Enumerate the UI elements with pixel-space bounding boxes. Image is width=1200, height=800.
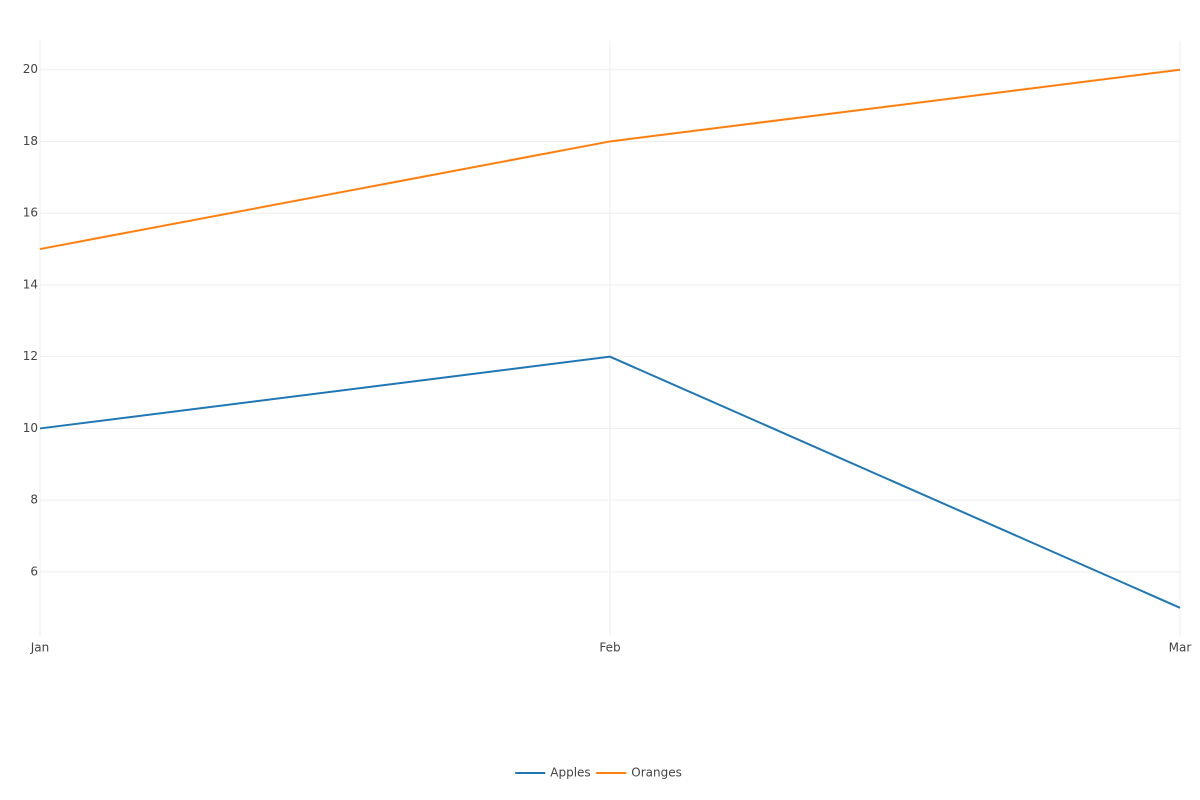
legend-item: Oranges <box>596 766 682 780</box>
y-tick-label: 20 <box>23 62 38 76</box>
legend-label: Oranges <box>631 766 682 780</box>
y-tick-label: 8 <box>30 493 38 507</box>
y-tick-label: 16 <box>23 206 38 220</box>
y-tick-label: 12 <box>23 349 38 363</box>
line <box>39 68 1181 251</box>
y-tick-label: 14 <box>23 277 38 291</box>
x-tick-label: Mar <box>1169 641 1192 655</box>
x-tick-label: Feb <box>599 641 620 655</box>
legend-item: Apples <box>515 766 591 780</box>
line <box>39 355 1181 609</box>
y-tick-label: 10 <box>23 421 38 435</box>
y-tick-label: 6 <box>30 564 38 578</box>
legend-label: Apples <box>550 766 590 780</box>
y-tick-label: 18 <box>23 134 38 148</box>
x-tick-label: Jan <box>30 641 50 655</box>
